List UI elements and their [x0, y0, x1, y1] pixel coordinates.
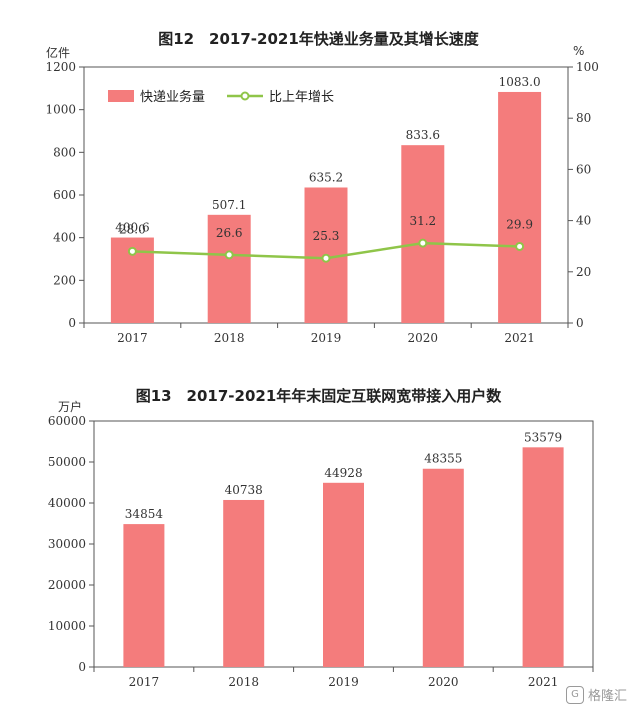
chart1-line-label: 31.2: [409, 214, 436, 228]
chart1-xtick-label: 2018: [214, 331, 245, 345]
chart2-bar: [323, 482, 364, 667]
chart2-ytick-label: 10000: [48, 619, 86, 633]
chart1-line-point: [321, 253, 331, 263]
watermark-logo-icon: G: [565, 685, 584, 704]
chart1-ytick-label: 200: [53, 273, 76, 287]
chart2-bar-label: 53579: [524, 430, 562, 444]
chart1-bar: [498, 91, 542, 324]
chart1-line-point: [224, 250, 234, 260]
chart1-bar: [207, 214, 251, 323]
chart2-ytick-label: 20000: [48, 578, 86, 592]
chart1-title: 图12 2017-2021年快递业务量及其增长速度: [158, 30, 479, 48]
chart2-ylabel: 万户: [58, 400, 83, 414]
chart1-line-point: [515, 241, 525, 251]
chart2-bar: [223, 499, 265, 667]
chart1-line-label: 25.3: [313, 229, 340, 243]
chart1-y2tick-label: 80: [576, 111, 591, 125]
chart1-y2tick-label: 60: [576, 162, 591, 176]
chart2-xtick-label: 2017: [129, 675, 160, 689]
chart1-ylabel: 亿件: [46, 46, 71, 60]
chart1-line-label: 28.0: [119, 222, 146, 236]
watermark: G 格隆汇: [565, 685, 627, 704]
chart2-bar-label: 48355: [424, 452, 462, 466]
chart1-line-label: 26.6: [216, 226, 243, 240]
chart1-y2tick-label: 40: [576, 214, 591, 228]
chart2-xtick-label: 2020: [428, 675, 459, 689]
chart2-ytick-label: 0: [78, 660, 86, 674]
chart1-y2label: %: [573, 44, 585, 58]
chart1-line-label: 29.9: [506, 217, 533, 231]
chart1-bar-label: 507.1: [212, 198, 246, 212]
chart1-legend-swatch-marker: [240, 91, 250, 101]
chart2-ytick-label: 30000: [48, 537, 86, 551]
chart1-xtick-label: 2020: [408, 331, 439, 345]
chart1-bar-label: 635.2: [309, 170, 343, 184]
chart1-bar: [401, 145, 445, 323]
chart2-ytick-label: 50000: [48, 455, 86, 469]
chart1-xtick-label: 2017: [117, 331, 148, 345]
chart1-legend-label: 快递业务量: [140, 89, 205, 105]
chart1-line-point: [127, 246, 137, 256]
chart1-ytick-label: 0: [68, 316, 76, 330]
chart2-ytick-label: 40000: [48, 496, 86, 510]
chart1-svg: 0 200 400 600 800 1000 1200 0 20 40 60 80 100 2017 201…: [45, 60, 599, 345]
chart2-bar: [422, 468, 464, 667]
chart1-ytick-label: 400: [53, 231, 76, 245]
chart2-bar: [123, 524, 165, 667]
chart2-bar-label: 44928: [324, 466, 362, 480]
chart2-title: 图13 2017-2021年年末固定互联网宽带接入用户数: [135, 387, 502, 405]
chart2-bar-label: 34854: [125, 507, 164, 521]
chart2-xtick-label: 2019: [328, 675, 359, 689]
chart1-xtick-label: 2019: [311, 331, 342, 345]
chart2-xtick-label: 2021: [528, 675, 559, 689]
chart2-bar: [522, 447, 564, 667]
watermark-text: 格隆汇: [587, 689, 627, 704]
chart1-y2tick-label: 0: [576, 316, 584, 330]
chart1-line-point: [418, 238, 428, 248]
chart1-ytick-label: 1000: [45, 103, 76, 117]
chart1-bar-label: 1083.0: [499, 75, 541, 89]
chart1-xtick-label: 2021: [504, 331, 535, 345]
chart1-ytick-label: 600: [53, 188, 76, 202]
chart1-ytick-label: 1200: [45, 60, 76, 74]
chart1-legend-label: 比上年增长: [269, 90, 334, 105]
chart2-ytick-label: 60000: [48, 414, 86, 428]
chart2-xtick-label: 2018: [228, 675, 259, 689]
chart1-y2tick-label: 100: [576, 60, 599, 74]
chart1-ytick-label: 800: [53, 145, 76, 159]
chart1-bar-label: 833.6: [406, 128, 440, 142]
chart2-bar-label: 40738: [225, 483, 263, 497]
chart1-legend-swatch-bar: [108, 90, 134, 102]
chart1-bar-label: 400.6: [115, 221, 149, 235]
chart1-y2tick-label: 20: [576, 265, 591, 279]
